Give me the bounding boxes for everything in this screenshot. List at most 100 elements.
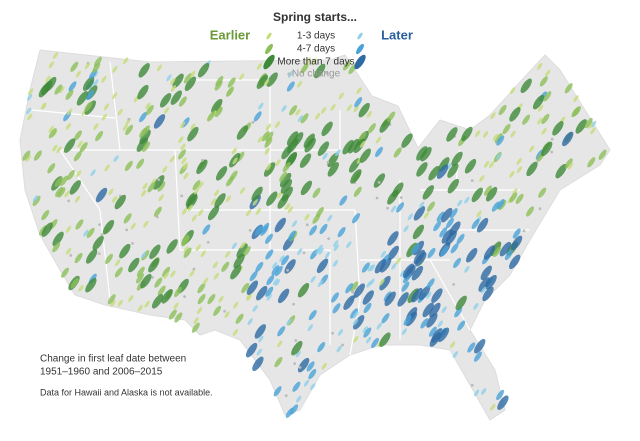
leaf bbox=[166, 74, 172, 82]
leaf bbox=[416, 162, 428, 177]
no-change-dot bbox=[292, 302, 296, 306]
leaf bbox=[431, 288, 443, 303]
leaf bbox=[258, 102, 264, 110]
leaf bbox=[48, 61, 54, 69]
leaf bbox=[520, 78, 532, 94]
leaf bbox=[367, 264, 374, 272]
no-change-dot bbox=[331, 331, 335, 335]
leaf bbox=[139, 111, 147, 123]
no-change-dot bbox=[100, 233, 104, 237]
leaf bbox=[161, 289, 173, 304]
note-line: Change in first leaf date between bbox=[40, 354, 186, 365]
leaf bbox=[173, 302, 179, 310]
leaf bbox=[197, 62, 210, 78]
leaf bbox=[114, 194, 126, 210]
leaf bbox=[367, 123, 376, 134]
leaf bbox=[485, 274, 497, 290]
leaf bbox=[309, 225, 318, 236]
leaf bbox=[214, 193, 226, 208]
no-change-dot bbox=[305, 223, 309, 227]
leaf bbox=[274, 265, 283, 277]
leaf bbox=[286, 131, 299, 146]
leaf bbox=[496, 152, 502, 160]
leaf bbox=[75, 219, 84, 230]
leaf bbox=[399, 270, 406, 277]
leaf bbox=[112, 92, 118, 100]
leaf bbox=[196, 307, 203, 314]
leaf bbox=[254, 324, 266, 339]
leaf bbox=[320, 106, 327, 114]
no-change-dot bbox=[375, 196, 379, 200]
no-change-dot bbox=[470, 179, 474, 182]
leaf bbox=[441, 207, 453, 223]
leaf bbox=[123, 213, 132, 224]
leaf bbox=[82, 76, 95, 91]
leaf bbox=[73, 151, 82, 162]
no-change-dot bbox=[223, 309, 226, 313]
leaf bbox=[68, 81, 77, 92]
leaf bbox=[276, 191, 283, 199]
leaf bbox=[174, 286, 182, 298]
leaf bbox=[236, 125, 249, 140]
leaf bbox=[526, 206, 534, 217]
leaf bbox=[426, 313, 438, 328]
leaf bbox=[541, 127, 547, 135]
leaf bbox=[110, 299, 116, 307]
leaf bbox=[261, 222, 270, 234]
leaf bbox=[352, 213, 360, 224]
leaf bbox=[271, 265, 280, 276]
leaf bbox=[232, 329, 239, 336]
leaf bbox=[77, 140, 83, 148]
leaf bbox=[361, 262, 370, 273]
leaf bbox=[281, 144, 293, 160]
leaf bbox=[149, 244, 161, 260]
leaf bbox=[232, 157, 238, 165]
leaf bbox=[292, 132, 304, 147]
leaf bbox=[147, 182, 156, 193]
leaf bbox=[489, 161, 495, 169]
leaf bbox=[396, 202, 405, 213]
leaf bbox=[92, 235, 104, 251]
leaf bbox=[543, 91, 552, 102]
leaf bbox=[52, 144, 58, 152]
leaf bbox=[178, 149, 186, 160]
leaf bbox=[319, 223, 328, 235]
leaf bbox=[183, 172, 189, 180]
leaf bbox=[510, 130, 516, 138]
leaf bbox=[265, 43, 273, 55]
leaf bbox=[564, 158, 573, 169]
leaf bbox=[125, 124, 134, 136]
leaf bbox=[502, 123, 511, 135]
leaf bbox=[447, 178, 459, 194]
leaf bbox=[221, 261, 230, 272]
leaf bbox=[587, 157, 596, 168]
leaf bbox=[403, 315, 412, 326]
leaf bbox=[108, 188, 114, 196]
leaf bbox=[22, 150, 31, 161]
leaf bbox=[183, 73, 192, 84]
leaf bbox=[162, 266, 171, 278]
leaf bbox=[381, 313, 390, 324]
leaf bbox=[214, 189, 220, 197]
no-change-dot bbox=[399, 196, 403, 200]
leaf bbox=[384, 291, 396, 307]
leaf bbox=[343, 60, 351, 71]
leaf bbox=[241, 282, 250, 294]
leaf bbox=[137, 84, 149, 100]
leaf bbox=[128, 294, 134, 302]
leaf bbox=[336, 345, 342, 353]
leaf bbox=[255, 261, 264, 273]
leaf bbox=[130, 222, 136, 230]
leaf bbox=[379, 332, 391, 347]
leaf bbox=[375, 136, 382, 144]
leaf bbox=[332, 259, 339, 267]
no-change-dot bbox=[377, 180, 381, 184]
leaf bbox=[274, 279, 281, 286]
leaf bbox=[397, 292, 409, 307]
leaf bbox=[225, 195, 232, 203]
leaf bbox=[264, 147, 270, 155]
leaf bbox=[273, 386, 282, 397]
leaf bbox=[447, 163, 459, 178]
leaf bbox=[55, 186, 64, 198]
no-change-dot bbox=[69, 253, 73, 257]
